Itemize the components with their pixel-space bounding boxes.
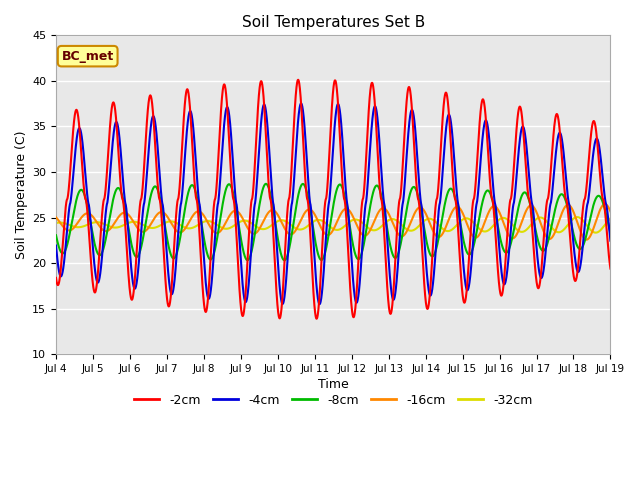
Legend: -2cm, -4cm, -8cm, -16cm, -32cm: -2cm, -4cm, -8cm, -16cm, -32cm bbox=[129, 389, 538, 412]
Text: BC_met: BC_met bbox=[61, 49, 114, 63]
Title: Soil Temperatures Set B: Soil Temperatures Set B bbox=[242, 15, 425, 30]
Y-axis label: Soil Temperature (C): Soil Temperature (C) bbox=[15, 131, 28, 259]
X-axis label: Time: Time bbox=[318, 378, 349, 391]
